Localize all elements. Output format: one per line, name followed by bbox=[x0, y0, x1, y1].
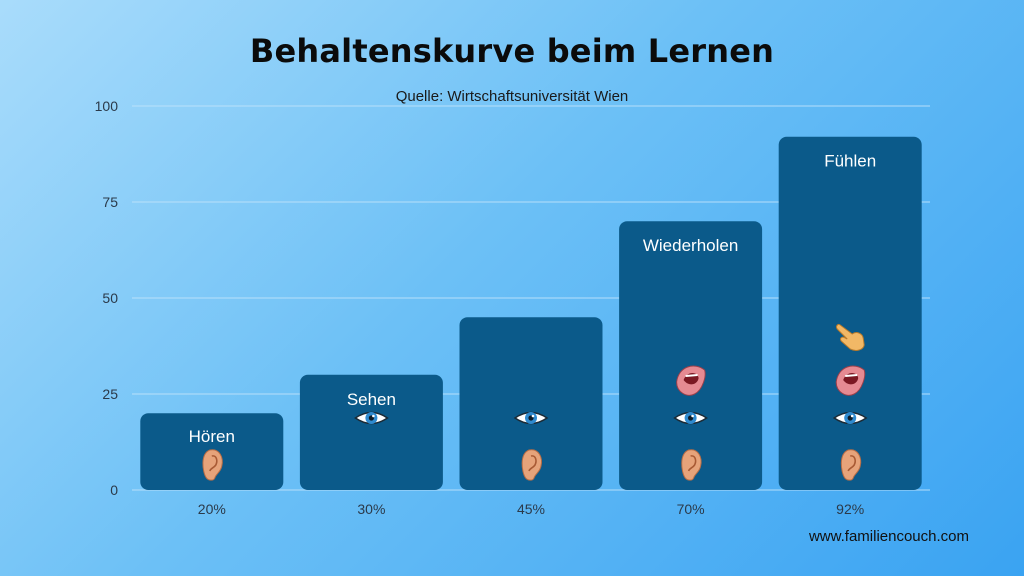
hand-icon bbox=[836, 323, 865, 351]
bar-label: Hören bbox=[189, 427, 235, 446]
x-tick-label: 30% bbox=[357, 501, 385, 517]
bar bbox=[459, 317, 603, 490]
ear-icon bbox=[681, 449, 702, 481]
chart-title: Behaltenskurve beim Lernen bbox=[249, 32, 775, 70]
bar-label: Fühlen bbox=[824, 152, 876, 171]
y-tick-label: 100 bbox=[95, 98, 119, 114]
y-tick-label: 0 bbox=[110, 482, 118, 498]
eye-icon bbox=[832, 411, 868, 425]
eye-icon bbox=[354, 411, 389, 425]
source-url: www.familiencouch.com bbox=[808, 528, 969, 545]
mouth-icon bbox=[835, 365, 866, 396]
chart-subtitle: Quelle: Wirtschaftsuniversität Wien bbox=[395, 88, 629, 105]
bar-label: Wiederholen bbox=[643, 236, 738, 255]
ear-icon bbox=[202, 449, 223, 481]
x-tick-label: 45% bbox=[517, 501, 545, 517]
y-tick-label: 75 bbox=[102, 194, 118, 210]
bar bbox=[778, 136, 922, 490]
y-tick-label: 50 bbox=[102, 290, 118, 306]
eye-icon bbox=[673, 411, 708, 425]
x-tick-label: 92% bbox=[836, 501, 864, 517]
mouth-icon bbox=[676, 365, 706, 396]
bar-label: Sehen bbox=[347, 390, 396, 409]
x-tick-label: 20% bbox=[198, 501, 226, 517]
ear-icon bbox=[521, 449, 542, 481]
ear-icon bbox=[840, 449, 862, 481]
bar bbox=[619, 221, 763, 490]
y-tick-label: 25 bbox=[102, 386, 118, 402]
eye-icon bbox=[513, 411, 549, 425]
bar bbox=[299, 374, 443, 490]
x-tick-label: 70% bbox=[677, 501, 705, 517]
